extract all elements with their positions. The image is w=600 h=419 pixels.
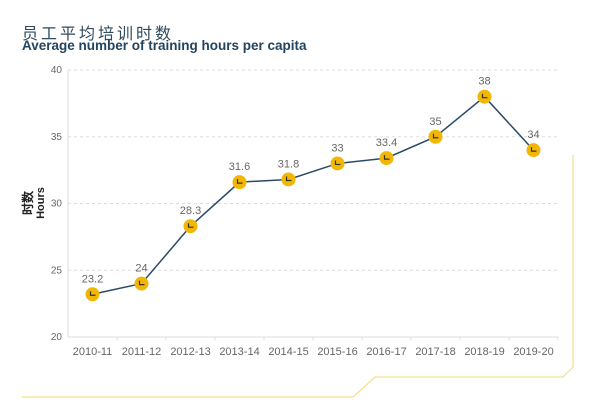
data-point — [183, 219, 198, 234]
clock-icon — [432, 133, 439, 139]
y-axis-label-cn: 时数 — [20, 190, 35, 215]
data-point — [281, 172, 296, 187]
data-label: 35 — [429, 116, 441, 128]
x-tick-label: 2016-17 — [366, 346, 406, 358]
series-line — [92, 95, 535, 296]
clock-icon — [138, 280, 145, 286]
x-tick-label: 2013-14 — [219, 346, 259, 358]
data-label: 34 — [527, 129, 539, 141]
y-tick-label: 35 — [51, 132, 63, 143]
x-tick-label: 2010-11 — [73, 346, 113, 358]
data-label: 33 — [331, 142, 343, 154]
chart-subtitle: Average number of training hours per cap… — [22, 38, 307, 53]
data-point — [85, 287, 100, 302]
y-axis-label: 时数 Hours — [20, 187, 47, 219]
data-label: 33.4 — [376, 137, 397, 149]
y-tick-label: 20 — [51, 332, 63, 343]
clock-icon — [187, 223, 194, 228]
clock-icon — [285, 176, 292, 182]
data-label: 31.6 — [229, 161, 250, 173]
clock-icon — [530, 147, 537, 152]
clock-icon — [236, 179, 243, 184]
y-tick-label: 25 — [51, 265, 63, 276]
data-point — [477, 89, 492, 104]
data-label: 31.8 — [278, 158, 299, 170]
y-axis-label-en: Hours — [35, 187, 47, 219]
data-point — [428, 129, 443, 144]
y-tick-label: 40 — [51, 65, 63, 76]
data-label: 23.2 — [82, 273, 103, 285]
x-tick-label: 2015-16 — [317, 346, 357, 358]
clock-icon — [334, 160, 341, 166]
y-tick-label: 30 — [51, 199, 63, 210]
clock-icon — [383, 155, 390, 160]
x-tick-label: 2012-13 — [170, 346, 210, 358]
data-point — [379, 151, 394, 166]
clock-icon — [481, 93, 488, 99]
data-point — [330, 156, 345, 171]
x-tick-label: 2019-20 — [513, 346, 553, 358]
data-label: 38 — [478, 76, 490, 88]
data-point — [526, 143, 541, 158]
decorative-frame — [22, 155, 574, 398]
x-tick-label: 2017-18 — [415, 346, 455, 358]
x-tick-label: 2014-15 — [268, 346, 308, 358]
data-label: 24 — [135, 263, 147, 275]
data-label: 28.3 — [180, 205, 201, 217]
data-point — [232, 175, 247, 190]
clock-icon — [89, 291, 96, 296]
x-tick-label: 2018-19 — [464, 346, 504, 358]
data-point — [134, 276, 149, 291]
chart-title: 员工平均培训时数 — [22, 24, 175, 43]
x-tick-label: 2011-12 — [122, 346, 162, 358]
